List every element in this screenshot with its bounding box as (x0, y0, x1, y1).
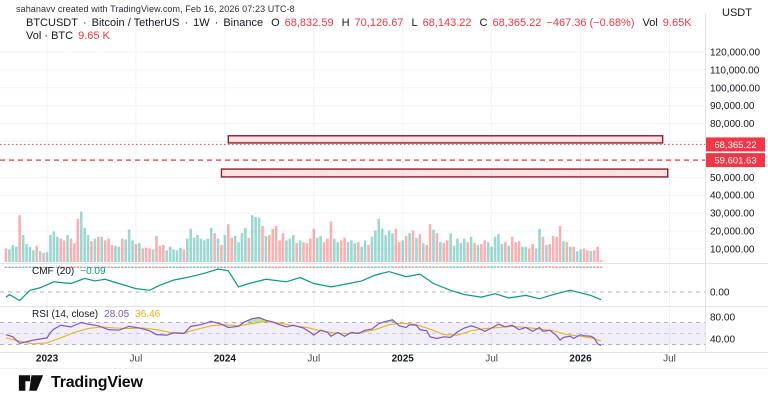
change-value: −467.36 (−0.68%) (546, 17, 635, 29)
rsi-tick-label: 80.00 (710, 313, 735, 324)
current-price-tag (706, 137, 765, 152)
quote-currency-label: USDT (722, 7, 752, 19)
tradingview-logo-text: TradingView (51, 374, 143, 391)
time-axis-label[interactable]: 2023 (36, 354, 59, 365)
legend-separator: · (82, 17, 87, 29)
alert-price-tag (706, 153, 765, 168)
close-label: C (479, 17, 488, 29)
time-axis-label[interactable]: Jul (485, 354, 498, 365)
tradingview-logo-mark (18, 375, 44, 391)
cmf-name: CMF (20) (32, 266, 75, 277)
svg-text:59,601.63: 59,601.63 (714, 156, 756, 167)
price-tick-label: 80,000.00 (710, 119, 755, 130)
time-axis-label[interactable]: 2026 (569, 354, 592, 365)
time-axis-label[interactable]: Jul (130, 354, 143, 365)
cmf-value: −0.09 (80, 266, 106, 277)
tradingview-logo[interactable]: TradingView (18, 373, 143, 393)
volume-value: 9.65K (662, 17, 692, 29)
price-tick-label: 120,000.00 (710, 48, 760, 59)
price-tick-label: 20,000.00 (710, 227, 755, 238)
volume-indicator-legend[interactable]: Vol · BTC 9.65 K (26, 30, 110, 42)
volume-indicator-name: Vol · BTC (26, 30, 74, 42)
time-axis-label[interactable]: 2025 (392, 354, 415, 365)
chart-interval: 1W (193, 17, 210, 29)
exchange-name: Binance (223, 17, 264, 29)
high-value: 70,126.67 (354, 17, 404, 29)
price-tick-label: 40,000.00 (710, 191, 755, 202)
price-tick-label: 100,000.00 (710, 83, 760, 94)
cmf-zero-label: 0.00 (710, 288, 730, 299)
low-value: 68,143.22 (422, 17, 472, 29)
legend-separator: · (214, 17, 219, 29)
symbol-legend[interactable]: BTCUSDT · Bitcoin / TetherUS · 1W · Bina… (26, 17, 692, 29)
legend-separator: · (184, 17, 189, 29)
low-label: L (411, 17, 418, 29)
close-value: 68,365.22 (492, 17, 542, 29)
symbol-description: Bitcoin / TetherUS (91, 17, 180, 29)
rsi-name: RSI (14, close) (32, 309, 99, 320)
svg-text:68,365.22: 68,365.22 (714, 140, 756, 151)
price-tick-label: 10,000.00 (710, 244, 755, 255)
cmf-line (5, 268, 602, 302)
open-value: 68,832.59 (284, 17, 334, 29)
volume-indicator-value: 9.65 K (78, 30, 110, 42)
rsi-line (5, 316, 602, 347)
price-tick-label: 110,000.00 (710, 65, 760, 76)
cmf-legend[interactable]: CMF (20) −0.09 (32, 266, 106, 277)
price-tick-label: 50,000.00 (710, 173, 755, 184)
support-zone[interactable] (220, 168, 669, 178)
high-label: H (341, 17, 350, 29)
open-label: O (271, 17, 280, 29)
symbol-name: BTCUSDT (26, 17, 78, 29)
time-axis-label[interactable]: Jul (307, 354, 320, 365)
volume-label: Vol (642, 17, 658, 29)
time-axis-label[interactable]: 2024 (214, 354, 237, 365)
resistance-zone[interactable] (227, 135, 664, 144)
price-tick-label: 30,000.00 (710, 209, 755, 220)
attribution-text: sahanavv created with TradingView.com, F… (16, 4, 295, 14)
rsi-ma-value: 36.46 (135, 309, 161, 320)
rsi-tick-label: 40.00 (710, 335, 735, 346)
price-tick-label: 90,000.00 (710, 101, 755, 112)
rsi-legend[interactable]: RSI (14, close) 28.05 36.46 (32, 309, 160, 320)
rsi-value: 28.05 (104, 309, 130, 320)
time-axis-label[interactable]: Jul (663, 354, 676, 365)
